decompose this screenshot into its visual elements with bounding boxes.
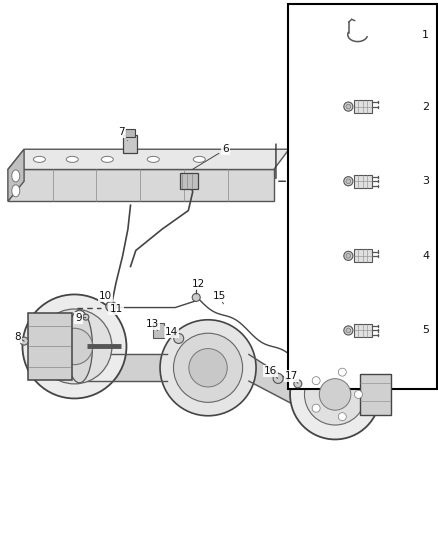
Circle shape bbox=[20, 337, 28, 345]
Circle shape bbox=[354, 390, 363, 399]
Text: 4: 4 bbox=[422, 251, 429, 261]
Text: 17: 17 bbox=[285, 372, 298, 383]
Text: 10: 10 bbox=[99, 291, 115, 302]
Ellipse shape bbox=[193, 156, 205, 163]
Circle shape bbox=[160, 320, 256, 416]
Ellipse shape bbox=[12, 185, 20, 197]
Circle shape bbox=[22, 294, 127, 399]
Bar bbox=[153, 324, 164, 338]
Circle shape bbox=[344, 176, 353, 186]
Circle shape bbox=[312, 377, 320, 385]
Polygon shape bbox=[8, 149, 24, 201]
Circle shape bbox=[304, 364, 366, 425]
Bar bbox=[125, 129, 135, 137]
Bar bbox=[353, 100, 372, 113]
Circle shape bbox=[346, 104, 351, 109]
Text: 13: 13 bbox=[146, 319, 159, 330]
Text: 5: 5 bbox=[422, 326, 429, 335]
Ellipse shape bbox=[33, 156, 46, 163]
Polygon shape bbox=[8, 169, 274, 201]
Text: 12: 12 bbox=[192, 279, 205, 294]
Circle shape bbox=[173, 333, 243, 402]
Circle shape bbox=[338, 413, 346, 421]
Polygon shape bbox=[8, 149, 289, 169]
Ellipse shape bbox=[101, 156, 113, 163]
Ellipse shape bbox=[12, 170, 20, 182]
Circle shape bbox=[346, 179, 351, 183]
Circle shape bbox=[344, 326, 353, 335]
Text: 15: 15 bbox=[212, 291, 226, 304]
Bar bbox=[123, 135, 137, 153]
Circle shape bbox=[290, 350, 380, 439]
Text: 3: 3 bbox=[422, 176, 429, 186]
Bar bbox=[360, 374, 391, 415]
Circle shape bbox=[56, 328, 93, 365]
Text: 11: 11 bbox=[110, 304, 123, 314]
Text: 9: 9 bbox=[75, 313, 86, 322]
Circle shape bbox=[319, 378, 351, 410]
Bar bbox=[353, 324, 372, 337]
Text: 1: 1 bbox=[422, 30, 429, 39]
Circle shape bbox=[174, 334, 184, 343]
Bar bbox=[353, 175, 372, 188]
Bar bbox=[28, 313, 72, 380]
Circle shape bbox=[344, 251, 353, 261]
Circle shape bbox=[106, 302, 116, 311]
Text: 14: 14 bbox=[165, 327, 178, 337]
Circle shape bbox=[192, 293, 200, 302]
Circle shape bbox=[346, 328, 351, 333]
Circle shape bbox=[189, 349, 227, 387]
Circle shape bbox=[312, 404, 320, 412]
Bar bbox=[288, 4, 437, 389]
Circle shape bbox=[294, 379, 302, 388]
Ellipse shape bbox=[147, 156, 159, 163]
Circle shape bbox=[83, 314, 89, 320]
Circle shape bbox=[273, 374, 283, 383]
Text: 2: 2 bbox=[422, 102, 429, 111]
Text: 6: 6 bbox=[193, 144, 229, 169]
Ellipse shape bbox=[66, 156, 78, 163]
Ellipse shape bbox=[67, 310, 92, 383]
Bar bbox=[353, 249, 372, 262]
Circle shape bbox=[338, 368, 346, 376]
Text: 7: 7 bbox=[118, 127, 127, 141]
Circle shape bbox=[346, 254, 351, 258]
Circle shape bbox=[344, 102, 353, 111]
Bar bbox=[180, 173, 198, 189]
Text: 8: 8 bbox=[14, 332, 24, 342]
Text: 16: 16 bbox=[264, 366, 278, 378]
Circle shape bbox=[37, 309, 112, 384]
